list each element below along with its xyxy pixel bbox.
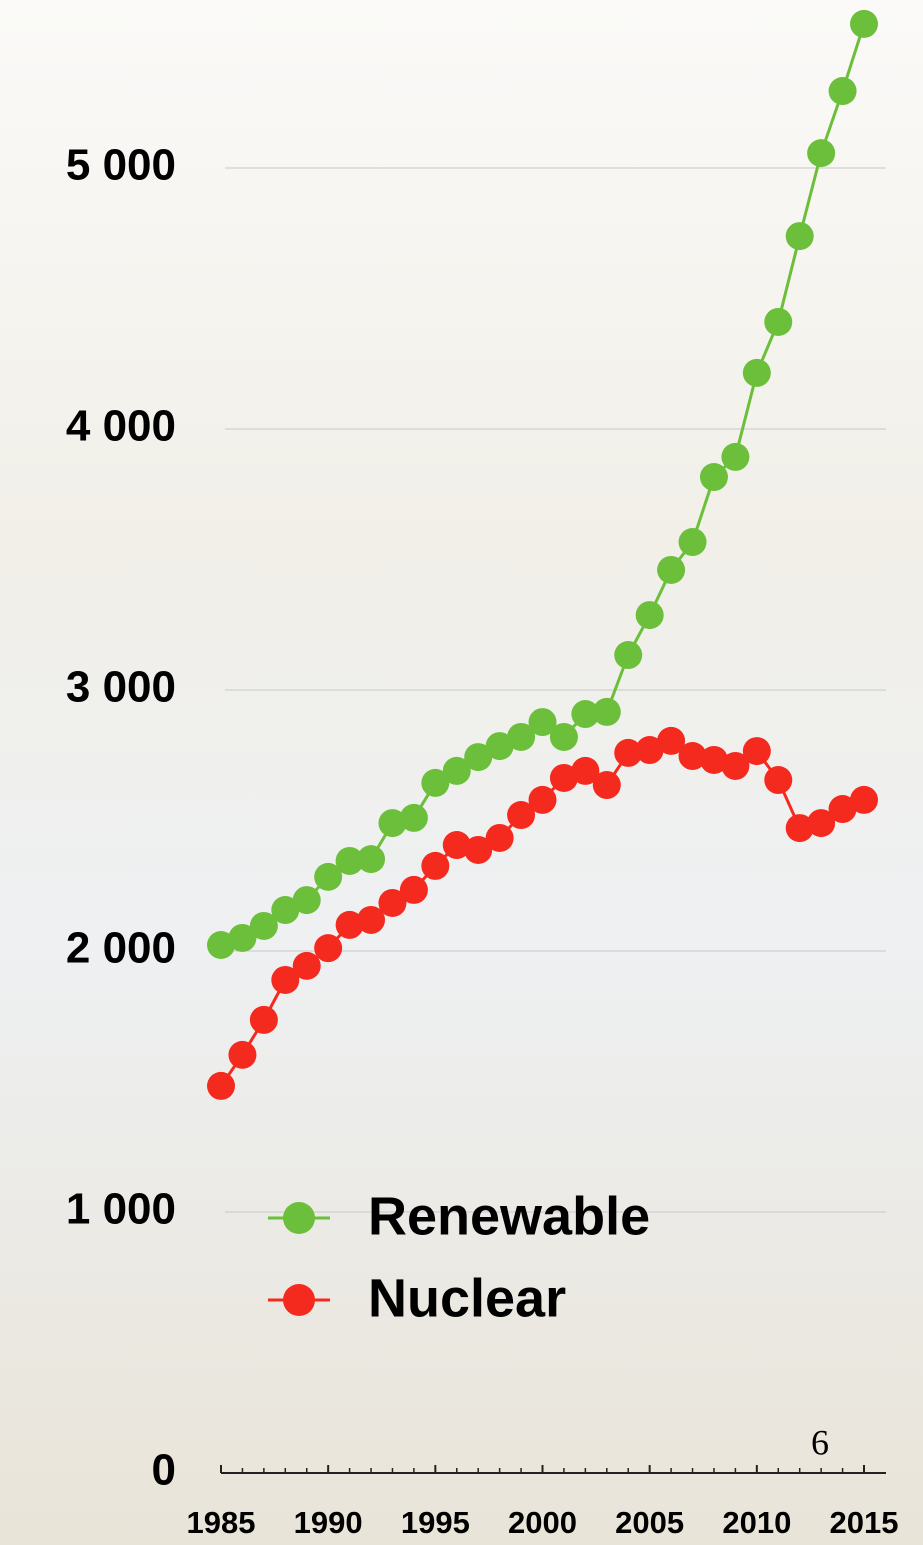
page-number: 6 <box>811 1422 829 1462</box>
x-tick-label: 1985 <box>187 1505 256 1540</box>
y-tick-label: 4 000 <box>66 402 176 451</box>
data-point <box>464 835 493 864</box>
data-point <box>399 803 428 832</box>
data-point <box>764 766 793 795</box>
data-point <box>507 722 536 751</box>
data-point <box>378 809 407 838</box>
x-tick-label: 2000 <box>508 1505 577 1540</box>
data-point <box>399 875 428 904</box>
data-point <box>742 737 771 766</box>
data-point <box>785 222 814 251</box>
legend-label: Renewable <box>368 1186 650 1246</box>
data-point <box>228 1040 257 1069</box>
data-point <box>292 886 321 915</box>
data-point <box>335 846 364 875</box>
data-point <box>699 463 728 492</box>
data-point <box>699 745 728 774</box>
data-point <box>442 756 471 785</box>
legend-marker <box>283 1284 315 1316</box>
data-point <box>292 951 321 980</box>
data-point <box>485 823 514 852</box>
data-point <box>657 555 686 584</box>
data-point <box>850 785 878 814</box>
data-point <box>678 742 707 771</box>
data-point <box>271 896 300 925</box>
data-point <box>549 763 578 792</box>
data-point <box>657 726 686 755</box>
data-point <box>678 528 707 557</box>
data-point <box>635 601 664 630</box>
x-tick-label: 1995 <box>401 1505 470 1540</box>
data-point <box>571 700 600 729</box>
data-point <box>635 736 664 765</box>
data-point <box>549 722 578 751</box>
data-point <box>807 809 836 838</box>
y-tick-label: 3 000 <box>66 663 176 712</box>
data-point <box>528 708 557 737</box>
data-point <box>207 930 235 959</box>
y-tick-label: 5 000 <box>66 141 176 190</box>
data-point <box>335 910 364 939</box>
data-point <box>442 831 471 860</box>
data-point <box>314 862 343 891</box>
data-point <box>507 801 536 830</box>
data-point <box>592 771 621 800</box>
data-point <box>528 785 557 814</box>
data-point <box>421 851 450 880</box>
data-point <box>721 751 750 780</box>
data-point <box>850 9 878 38</box>
data-point <box>464 743 493 772</box>
x-tick-label: 2005 <box>615 1505 684 1540</box>
x-tick-label: 2015 <box>830 1505 899 1540</box>
legend-label: Nuclear <box>368 1268 566 1328</box>
data-point <box>807 139 836 168</box>
data-point <box>249 1005 278 1034</box>
data-point <box>828 795 857 824</box>
y-tick-label: 0 <box>152 1446 176 1495</box>
y-tick-label: 2 000 <box>66 924 176 973</box>
data-point <box>764 307 793 336</box>
data-point <box>785 814 814 843</box>
y-tick-label: 1 000 <box>66 1185 176 1234</box>
data-point <box>207 1071 235 1100</box>
data-point <box>614 641 643 670</box>
data-point <box>421 768 450 797</box>
data-point <box>357 845 386 874</box>
data-point <box>828 77 857 106</box>
data-point <box>357 905 386 934</box>
data-point <box>592 697 621 726</box>
x-tick-label: 2010 <box>722 1505 791 1540</box>
data-point <box>378 888 407 917</box>
data-point <box>271 965 300 994</box>
data-point <box>314 934 343 963</box>
data-point <box>614 738 643 767</box>
data-point <box>571 756 600 785</box>
data-point <box>742 358 771 387</box>
legend-marker <box>283 1202 315 1234</box>
data-point <box>228 923 257 952</box>
data-point <box>485 732 514 761</box>
data-point <box>249 911 278 940</box>
data-point <box>721 442 750 471</box>
x-tick-label: 1990 <box>294 1505 363 1540</box>
